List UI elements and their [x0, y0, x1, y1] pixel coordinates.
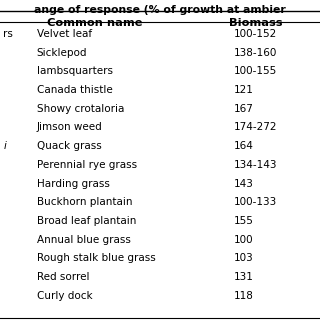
Text: lambsquarters: lambsquarters	[37, 66, 113, 76]
Text: Red sorrel: Red sorrel	[37, 272, 89, 282]
Text: 100-155: 100-155	[234, 66, 277, 76]
Text: Curly dock: Curly dock	[37, 291, 92, 301]
Text: Common name: Common name	[47, 18, 142, 28]
Text: 100-133: 100-133	[234, 197, 277, 207]
Text: 121: 121	[234, 85, 253, 95]
Text: 155: 155	[234, 216, 253, 226]
Text: Broad leaf plantain: Broad leaf plantain	[37, 216, 136, 226]
Text: Jimson weed: Jimson weed	[37, 123, 102, 132]
Text: Biomass: Biomass	[229, 18, 283, 28]
Text: 134-143: 134-143	[234, 160, 277, 170]
Text: 103: 103	[234, 253, 253, 263]
Text: Sicklepod: Sicklepod	[37, 47, 87, 58]
Text: Buckhorn plantain: Buckhorn plantain	[37, 197, 132, 207]
Text: 143: 143	[234, 179, 253, 188]
Text: Perennial rye grass: Perennial rye grass	[37, 160, 137, 170]
Text: i: i	[3, 141, 6, 151]
Text: Velvet leaf: Velvet leaf	[37, 29, 92, 39]
Text: Showy crotaloria: Showy crotaloria	[37, 104, 124, 114]
Text: ange of response (% of growth at ambier: ange of response (% of growth at ambier	[34, 5, 286, 15]
Text: 174-272: 174-272	[234, 123, 277, 132]
Text: Harding grass: Harding grass	[37, 179, 110, 188]
Text: 164: 164	[234, 141, 253, 151]
Text: 167: 167	[234, 104, 253, 114]
Text: 138-160: 138-160	[234, 47, 277, 58]
Text: Canada thistle: Canada thistle	[37, 85, 113, 95]
Text: Quack grass: Quack grass	[37, 141, 101, 151]
Text: Annual blue grass: Annual blue grass	[37, 235, 131, 245]
Text: Rough stalk blue grass: Rough stalk blue grass	[37, 253, 156, 263]
Text: 118: 118	[234, 291, 253, 301]
Text: rs: rs	[3, 29, 13, 39]
Text: 131: 131	[234, 272, 253, 282]
Text: 100: 100	[234, 235, 253, 245]
Text: 100-152: 100-152	[234, 29, 277, 39]
